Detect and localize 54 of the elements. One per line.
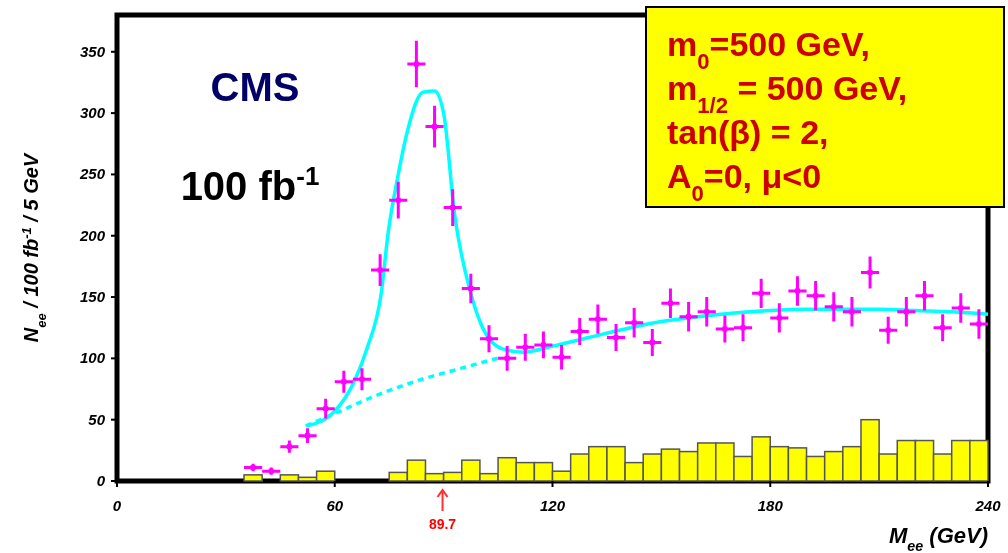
point — [958, 305, 964, 311]
point — [522, 344, 528, 350]
point — [450, 205, 456, 211]
y-tick-label: 350 — [79, 42, 106, 60]
point — [794, 288, 800, 294]
point — [940, 325, 946, 331]
point — [631, 320, 637, 326]
y-tick-label: 250 — [78, 165, 106, 183]
annotation: CMS — [210, 65, 300, 109]
point — [903, 309, 909, 315]
point — [667, 300, 673, 306]
point — [432, 124, 438, 130]
point — [686, 314, 692, 320]
y-tick-label: 100 — [79, 349, 106, 367]
point — [413, 61, 419, 67]
y-tick-label: 300 — [79, 104, 106, 122]
y-tick-label: 150 — [79, 288, 106, 306]
point — [921, 293, 927, 299]
point — [831, 304, 837, 310]
annotation: 100 fb$^{-1}$ — [180, 161, 320, 208]
point — [758, 290, 764, 296]
point — [976, 321, 982, 327]
x-tick-label: 180 — [757, 497, 784, 514]
point — [704, 309, 710, 315]
point — [341, 379, 347, 385]
y-tick-label: 0 — [96, 472, 106, 489]
point — [395, 197, 401, 203]
annotation: 89.7 — [428, 516, 457, 532]
y-tick-label: 200 — [78, 226, 106, 244]
point — [595, 316, 601, 322]
point — [559, 354, 565, 360]
x-tick-label: 60 — [326, 497, 344, 514]
point — [740, 325, 746, 331]
x-tick-label: 120 — [539, 497, 566, 514]
annotation: A$_{0}$=0, μ<0 — [667, 157, 822, 206]
point — [377, 267, 383, 273]
point — [813, 293, 819, 299]
point — [504, 355, 510, 361]
point — [885, 327, 891, 333]
point — [613, 335, 619, 341]
point — [359, 376, 365, 382]
point — [577, 328, 583, 334]
point — [486, 336, 492, 342]
point — [867, 270, 873, 276]
x-tick-label: 0 — [112, 497, 122, 514]
point — [776, 315, 782, 321]
point — [722, 326, 728, 332]
point — [649, 339, 655, 345]
y-tick-label: 50 — [88, 410, 106, 428]
point — [849, 309, 855, 315]
x-tick-label: 240 — [974, 497, 1002, 514]
point — [468, 285, 474, 291]
point — [540, 342, 546, 348]
x-axis-title: M$_{ee}$ (GeV) — [888, 523, 988, 553]
